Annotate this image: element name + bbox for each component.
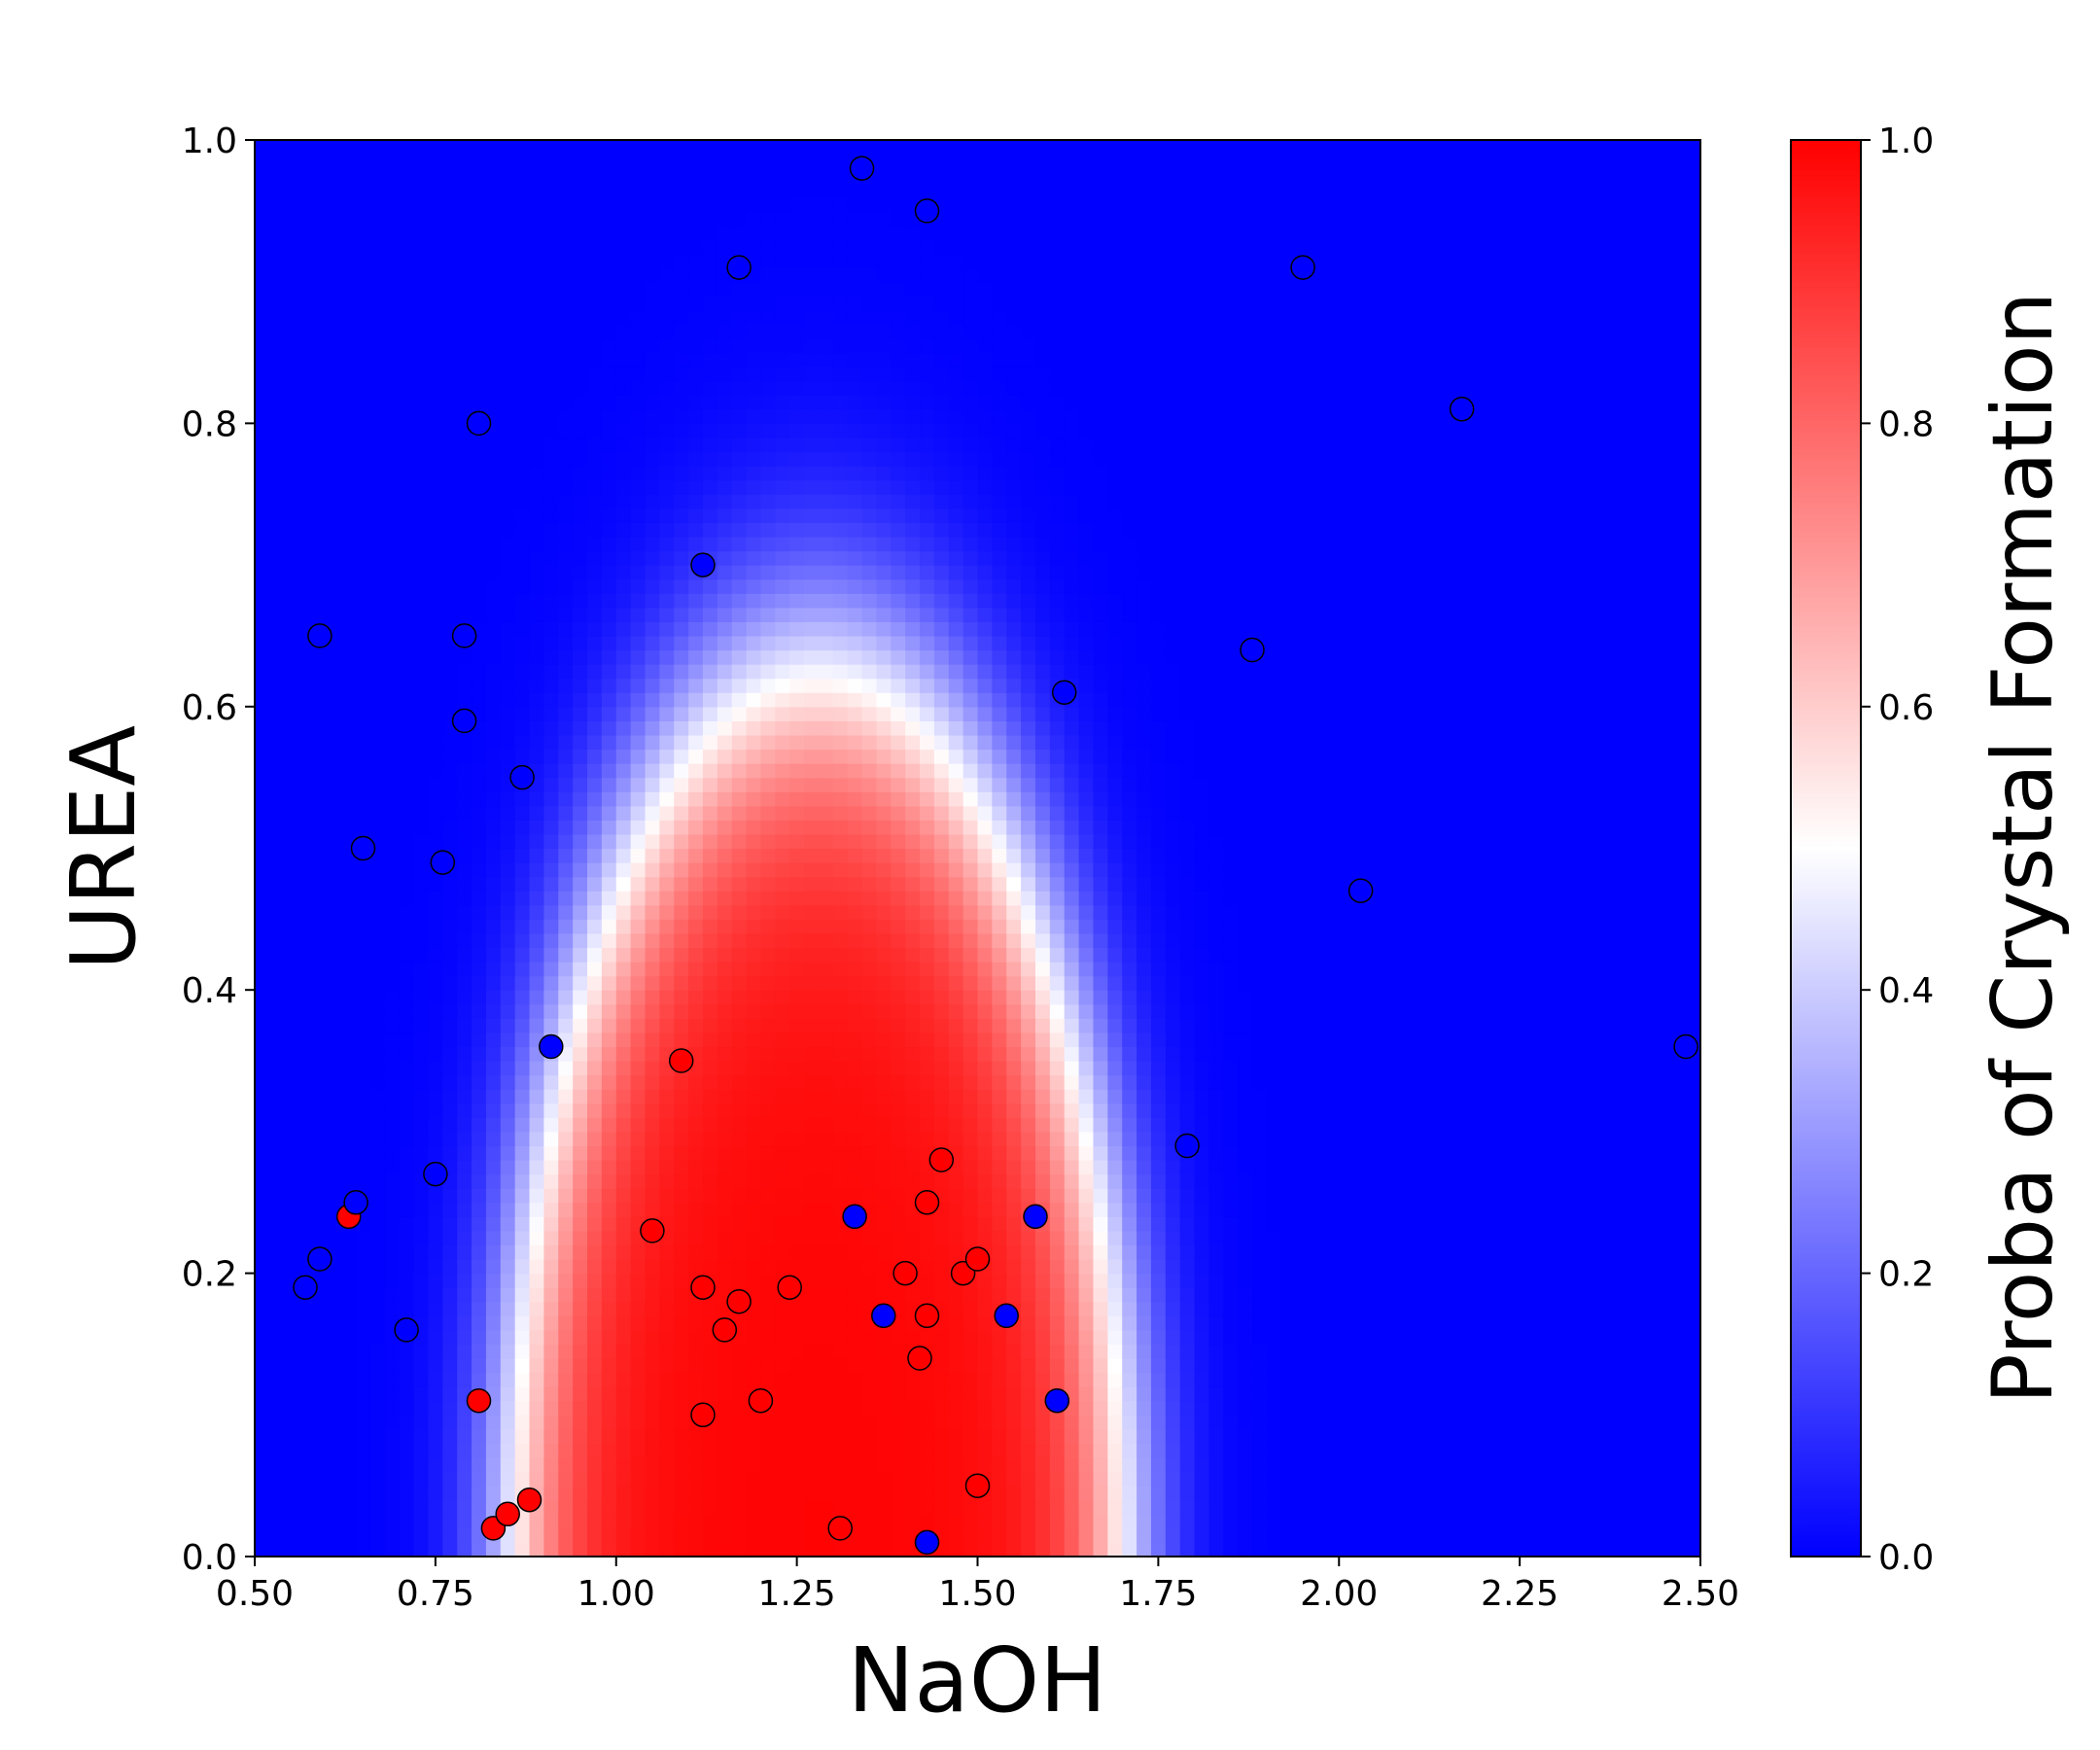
x-tick-label: 0.50 (216, 1574, 294, 1614)
colorbar-ticks: 0.0 0.2 0.4 0.6 0.8 1.0 (1861, 122, 1934, 1578)
probability-heatmap (255, 140, 1700, 1557)
x-axis-title: NaOH (848, 1628, 1107, 1732)
no-crystal-point (350, 835, 376, 861)
colorbar-tick-label: 0.6 (1878, 688, 1934, 728)
no-crystal-point (1023, 1204, 1048, 1230)
crystal-point (914, 1190, 940, 1215)
crystal-point (712, 1317, 738, 1343)
no-crystal-point (539, 1033, 564, 1060)
no-crystal-point (293, 1275, 318, 1300)
crystal-point (668, 1048, 694, 1073)
x-tick-label: 1.25 (758, 1574, 836, 1614)
x-tick-label: 1.00 (578, 1574, 655, 1614)
colorbar-tick-label: 1.0 (1878, 122, 1934, 161)
no-crystal-point (423, 1161, 448, 1187)
crystal-point (914, 1303, 940, 1329)
y-tick-label: 0.8 (182, 404, 237, 444)
crystal-point (777, 1275, 802, 1300)
crystal-point (640, 1218, 665, 1243)
x-tick-label: 2.50 (1662, 1574, 1739, 1614)
no-crystal-point (1290, 255, 1315, 280)
no-crystal-point (1240, 637, 1265, 663)
no-crystal-point (914, 198, 940, 224)
crystal-point (748, 1387, 774, 1414)
no-crystal-point (914, 1529, 940, 1556)
colorbar-tick-label: 0.0 (1878, 1538, 1934, 1578)
colorbar-title: Proba of Crystal Formation (1975, 292, 2072, 1404)
crystal-point (964, 1246, 991, 1272)
no-crystal-point (430, 850, 456, 875)
x-tick-label: 1.75 (1119, 1574, 1197, 1614)
x-tick-label: 2.25 (1481, 1574, 1558, 1614)
crystal-point (928, 1147, 955, 1172)
crystal-point (964, 1473, 991, 1498)
y-axis-ticks: 0.0 0.2 0.4 0.6 0.8 1.0 (182, 122, 255, 1578)
crystal-point (827, 1516, 853, 1541)
y-tick-label: 0.0 (182, 1538, 237, 1578)
colorbar-tick-label: 0.2 (1878, 1255, 1934, 1295)
crystal-point (892, 1260, 918, 1286)
no-crystal-point (343, 1190, 368, 1215)
no-crystal-point (849, 156, 875, 181)
no-crystal-point (1449, 397, 1475, 422)
no-crystal-point (1044, 1387, 1070, 1414)
no-crystal-point (690, 552, 716, 578)
crystal-point (690, 1402, 716, 1428)
y-tick-label: 1.0 (182, 122, 237, 161)
x-tick-label: 2.00 (1300, 1574, 1378, 1614)
no-crystal-point (842, 1204, 867, 1230)
crystal-point (466, 1387, 492, 1414)
crystal-point (690, 1275, 716, 1300)
no-crystal-point (394, 1317, 419, 1343)
x-axis-ticks: 0.50 0.75 1.00 1.25 1.50 1.75 2.00 2.25 2.50 (216, 1557, 1739, 1614)
x-tick-label: 1.50 (938, 1574, 1016, 1614)
no-crystal-point (466, 410, 492, 437)
no-crystal-point (509, 764, 535, 790)
no-crystal-point (307, 623, 332, 648)
colorbar-tick-label: 0.4 (1878, 971, 1934, 1011)
no-crystal-point (1051, 680, 1077, 705)
no-crystal-point (451, 708, 477, 734)
no-crystal-point (994, 1303, 1019, 1329)
no-crystal-point (1174, 1133, 1200, 1159)
y-tick-label: 0.2 (182, 1255, 237, 1295)
crystal-point (495, 1501, 520, 1527)
colorbar-tick-label: 0.8 (1878, 404, 1934, 444)
y-tick-label: 0.6 (182, 688, 237, 728)
x-tick-label: 0.75 (397, 1574, 474, 1614)
no-crystal-point (871, 1303, 896, 1329)
no-crystal-point (307, 1246, 332, 1272)
data-points (293, 156, 1698, 1556)
y-axis-title: UREA (52, 725, 156, 970)
crystal-point (516, 1487, 542, 1513)
colorbar (1790, 139, 1862, 1558)
no-crystal-point (451, 623, 477, 648)
no-crystal-point (1348, 878, 1374, 903)
crystal-point (726, 1288, 752, 1314)
no-crystal-point (1673, 1033, 1698, 1060)
y-tick-label: 0.4 (182, 971, 237, 1011)
crystal-point (907, 1346, 932, 1371)
no-crystal-point (726, 255, 752, 280)
